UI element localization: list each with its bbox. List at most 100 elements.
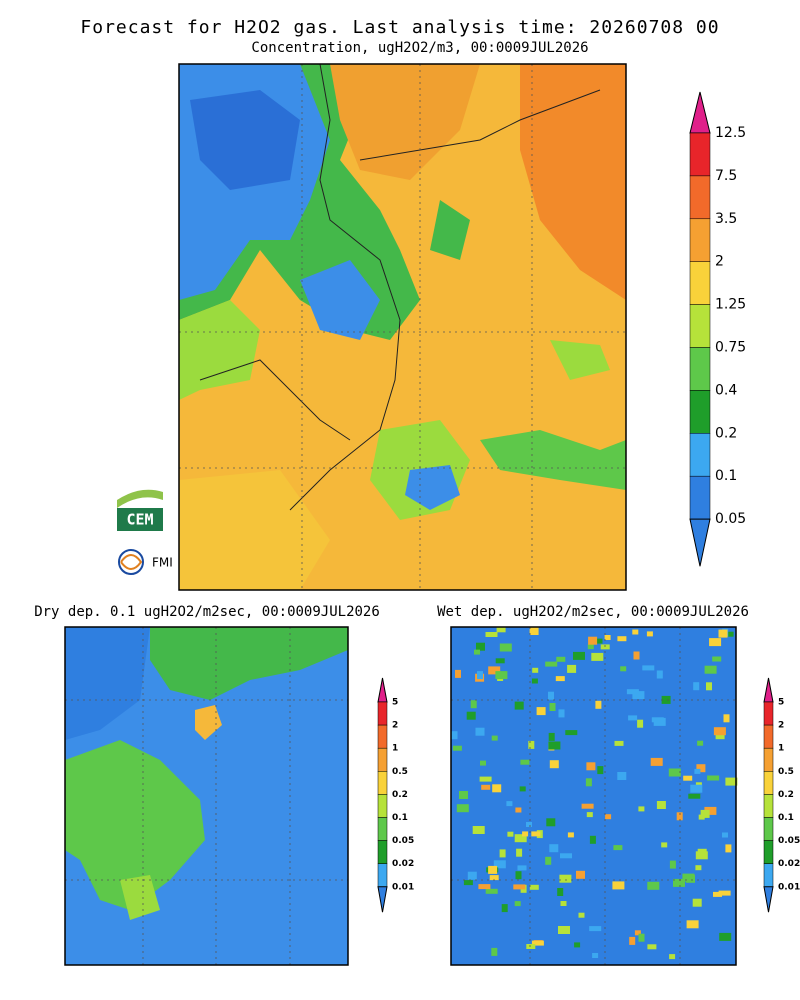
colorbar-label: 0.1 <box>392 813 408 823</box>
wet-cell <box>586 762 596 771</box>
wet-cell <box>696 764 706 773</box>
wet-cell <box>694 768 701 774</box>
wet-cell <box>499 849 506 858</box>
wet-cell <box>676 812 683 821</box>
wet-cell <box>489 875 499 881</box>
colorbar-segment <box>377 724 388 749</box>
wet-title: Wet dep. ugH2O2/m2sec, 00:0009JUL2026 <box>437 604 749 620</box>
colorbar-arrow <box>763 886 774 913</box>
wet-cell <box>626 689 639 695</box>
wet-cell <box>695 865 702 871</box>
wet-cell <box>456 804 469 813</box>
wet-cell <box>515 807 522 813</box>
colorbar-label: 2 <box>778 721 784 731</box>
colorbar-label: 5 <box>778 698 784 708</box>
wet-cell <box>531 940 544 946</box>
wet-cell <box>718 890 731 896</box>
wet-cell <box>517 865 527 871</box>
colorbar-label: 0.5 <box>392 767 408 777</box>
wet-cell <box>585 778 592 787</box>
wet-cell <box>697 740 704 746</box>
wet-cell <box>668 768 681 777</box>
colorbar-segment <box>689 304 711 348</box>
wet-cell <box>713 727 726 736</box>
wet-cell <box>706 682 712 691</box>
wet-cell <box>589 926 602 932</box>
wet-cell <box>528 740 535 749</box>
wet-colorbar: 5 2 1 0.5 0.2 0.1 0.05 0.02 0.01 <box>763 677 800 913</box>
wet-cell <box>683 775 693 781</box>
wet-cell <box>451 731 458 740</box>
wet-cell <box>629 936 636 945</box>
wet-cell <box>690 784 703 793</box>
wet-cell <box>495 658 505 664</box>
wet-cell <box>567 664 577 673</box>
wet-cell <box>709 638 722 647</box>
colorbar-label: 1.25 <box>715 297 746 313</box>
wet-cell <box>617 772 627 780</box>
wet-cell <box>727 631 734 637</box>
colorbar-segment <box>377 863 388 888</box>
wet-cell <box>586 812 593 818</box>
wet-cell <box>718 629 728 638</box>
colorbar-label: 0.4 <box>715 382 737 398</box>
colorbar-label: 0.02 <box>392 859 414 869</box>
colorbar-label: 0.01 <box>392 882 414 892</box>
wet-cell <box>556 656 566 662</box>
wet-cell <box>532 667 539 673</box>
colorbar-label: 0.75 <box>715 340 746 356</box>
wet-cell <box>478 884 491 890</box>
wet-cell <box>589 835 596 844</box>
wet-cell <box>488 666 501 675</box>
colorbar-segment <box>763 794 774 818</box>
colorbar-label: 0.05 <box>778 836 800 846</box>
colorbar-segment <box>689 347 711 391</box>
wet-cell <box>669 954 676 960</box>
wet-cell <box>476 642 485 651</box>
wet-cell <box>700 809 710 818</box>
wet-cell <box>466 711 476 720</box>
wet-cell <box>491 735 498 741</box>
wet-cell <box>587 644 594 650</box>
colorbar-label: 0.5 <box>778 767 794 777</box>
wet-cell <box>628 715 638 721</box>
colorbar-label: 0.1 <box>778 813 794 823</box>
wet-cell <box>529 884 539 890</box>
colorbar-segment <box>763 771 774 795</box>
wet-cell <box>519 786 526 792</box>
wet-cell <box>470 700 477 709</box>
wet-cell <box>646 631 653 637</box>
wet-cell <box>501 904 508 913</box>
wet-cell <box>578 912 585 918</box>
wet-cell <box>656 670 663 679</box>
wet-cell <box>499 643 512 652</box>
wet-cell <box>513 884 526 890</box>
wet-cell <box>496 627 506 633</box>
wet-cell <box>723 714 730 723</box>
wet-cell <box>673 878 685 887</box>
colorbar-arrow <box>377 886 388 913</box>
wet-cell <box>722 832 728 838</box>
wet-cell <box>573 651 585 660</box>
colorbar-label: 0.02 <box>778 859 800 869</box>
colorbar-segment <box>763 840 774 864</box>
wet-cell <box>647 944 657 950</box>
wet-cell <box>515 871 522 880</box>
wet-cell <box>614 740 624 746</box>
wet-cell <box>638 933 645 942</box>
wet-cell <box>545 856 552 865</box>
colorbar-label: 0.05 <box>715 511 746 527</box>
wet-cell <box>656 801 666 809</box>
colorbar-segment <box>377 747 388 772</box>
cem-text: CEM <box>126 511 153 529</box>
wet-cell <box>558 926 570 934</box>
wet-cell <box>707 775 720 781</box>
wet-cell <box>452 745 462 751</box>
colorbar-label: 3.5 <box>715 211 737 227</box>
wet-cell <box>475 727 485 736</box>
colorbar-arrow <box>377 677 388 703</box>
wet-cell <box>581 803 594 809</box>
colorbar-segment <box>689 433 711 477</box>
colorbar-segment <box>689 132 711 177</box>
wet-cell <box>557 888 564 896</box>
